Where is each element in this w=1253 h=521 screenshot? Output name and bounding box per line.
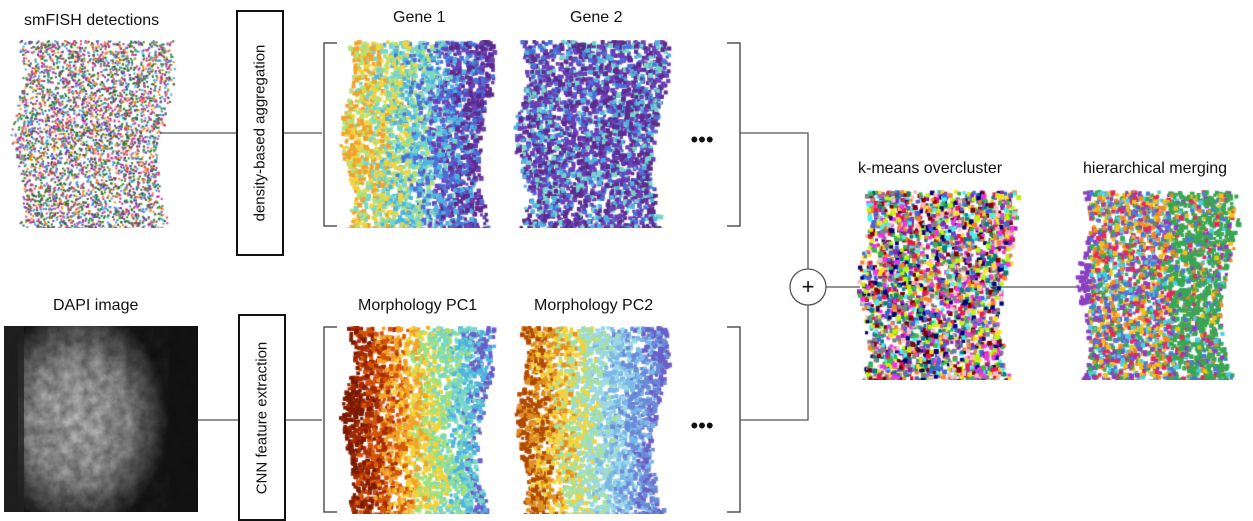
bracket-left-gene [323,42,337,227]
dapi-image [4,326,198,512]
bracket-right-morph [727,326,741,513]
ellipsis-morph: ••• [690,413,713,438]
merge-label: hierarchical merging [1083,160,1228,177]
hierarchical-merging-map [1074,190,1244,380]
density-aggregation-box: density-based aggregation [236,10,284,256]
smfish-label: smFISH detections [24,12,160,29]
kmeans-overcluster-map [854,190,1024,380]
gene2-label: Gene 2 [570,9,623,26]
smfish-detections-image [10,40,182,228]
kmeans-label: k-means overcluster [858,160,1003,177]
morph1-label: Morphology PC1 [358,297,478,314]
gene2-density-map [512,40,674,228]
bracket-right-gene [727,42,741,227]
cnn-feature-box: CNN feature extraction [238,314,286,521]
connector-gene-plus [740,132,809,270]
ellipsis-gene: ••• [690,127,713,152]
morphology-pc2-map [512,326,674,514]
connector-morph-plus [740,304,809,421]
dapi-label: DAPI image [53,297,139,314]
gene1-density-map [338,40,500,228]
cnn-feature-label: CNN feature extraction [253,341,271,494]
combine-symbol: + [802,274,815,299]
morph2-label: Morphology PC2 [534,297,654,314]
gene1-label: Gene 1 [393,9,446,26]
morphology-pc1-map [338,326,500,514]
density-aggregation-label: density-based aggregation [251,44,269,222]
bracket-left-morph [323,326,337,513]
